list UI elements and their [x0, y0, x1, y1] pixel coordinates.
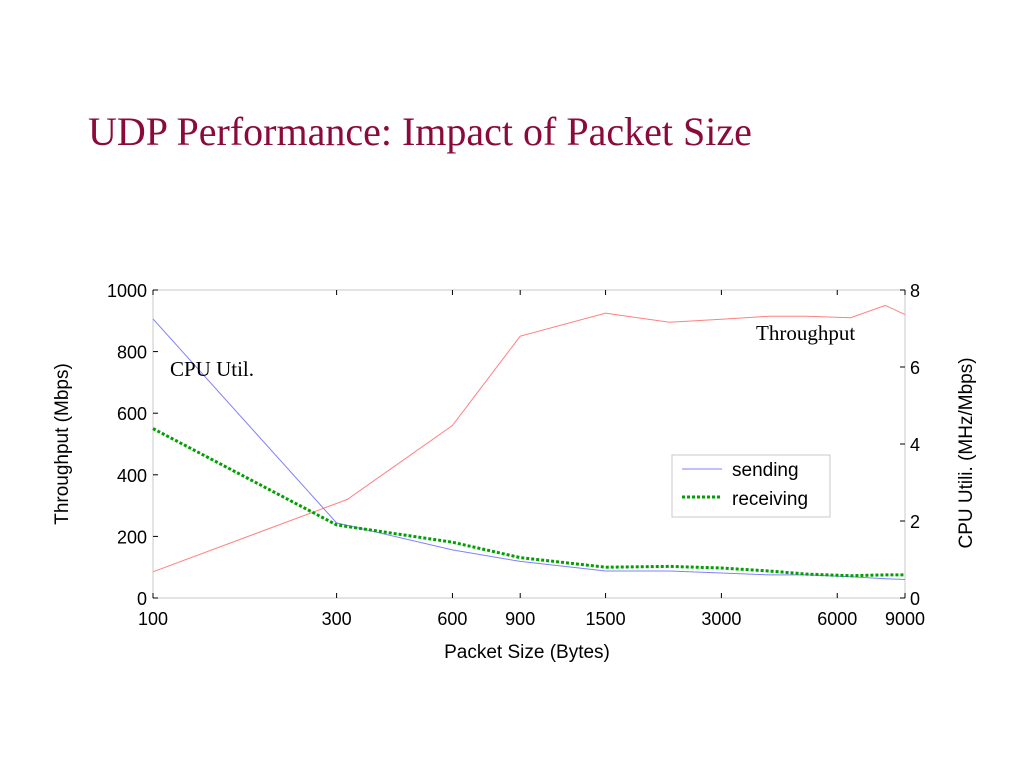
left-y-tick-label: 0 — [137, 589, 147, 609]
x-tick-label: 1500 — [586, 609, 626, 629]
right-y-tick-label: 0 — [910, 589, 920, 609]
cpu-util-annotation: CPU Util. — [170, 357, 254, 381]
left-y-axis: 0 200 400 600 800 1000 — [107, 281, 158, 609]
slide-title: UDP Performance: Impact of Packet Size — [88, 109, 752, 154]
legend-label-sending: sending — [732, 460, 799, 481]
right-y-tick-label: 2 — [910, 512, 920, 532]
x-tick-label: 900 — [505, 609, 535, 629]
x-axis: 100 300 600 900 1500 3000 6000 9000 — [138, 290, 925, 629]
throughput-annotation: Throughput — [756, 321, 855, 345]
x-tick-label: 9000 — [885, 609, 925, 629]
series-layer — [152, 304, 906, 580]
x-tick-label: 100 — [138, 609, 168, 629]
legend-box — [671, 454, 831, 518]
legend: sending receiving — [671, 454, 831, 518]
left-y-axis-title: Throughput (Mbps) — [52, 363, 73, 525]
series-line-sending — [152, 318, 906, 580]
legend-label-receiving: receiving — [732, 489, 808, 510]
x-tick-label: 300 — [322, 609, 352, 629]
right-y-tick-label: 6 — [910, 358, 920, 378]
x-tick-label: 6000 — [817, 609, 857, 629]
left-y-tick-label: 200 — [117, 527, 147, 547]
right-y-tick-label: 4 — [910, 435, 920, 455]
right-y-axis-title: CPU Utili. (MHz/Mbps) — [956, 357, 977, 548]
left-y-tick-label: 800 — [117, 343, 147, 363]
x-tick-label: 3000 — [701, 609, 741, 629]
right-y-tick-label: 8 — [910, 281, 920, 301]
left-y-tick-label: 400 — [117, 466, 147, 486]
left-y-tick-label: 600 — [117, 404, 147, 424]
x-axis-title: Packet Size (Bytes) — [444, 642, 610, 663]
series-line-throughput — [152, 304, 906, 573]
right-y-axis: 0 2 4 6 8 — [900, 281, 920, 609]
x-tick-label: 600 — [437, 609, 467, 629]
series-line-receiving — [152, 427, 905, 578]
left-y-tick-label: 1000 — [107, 281, 147, 301]
